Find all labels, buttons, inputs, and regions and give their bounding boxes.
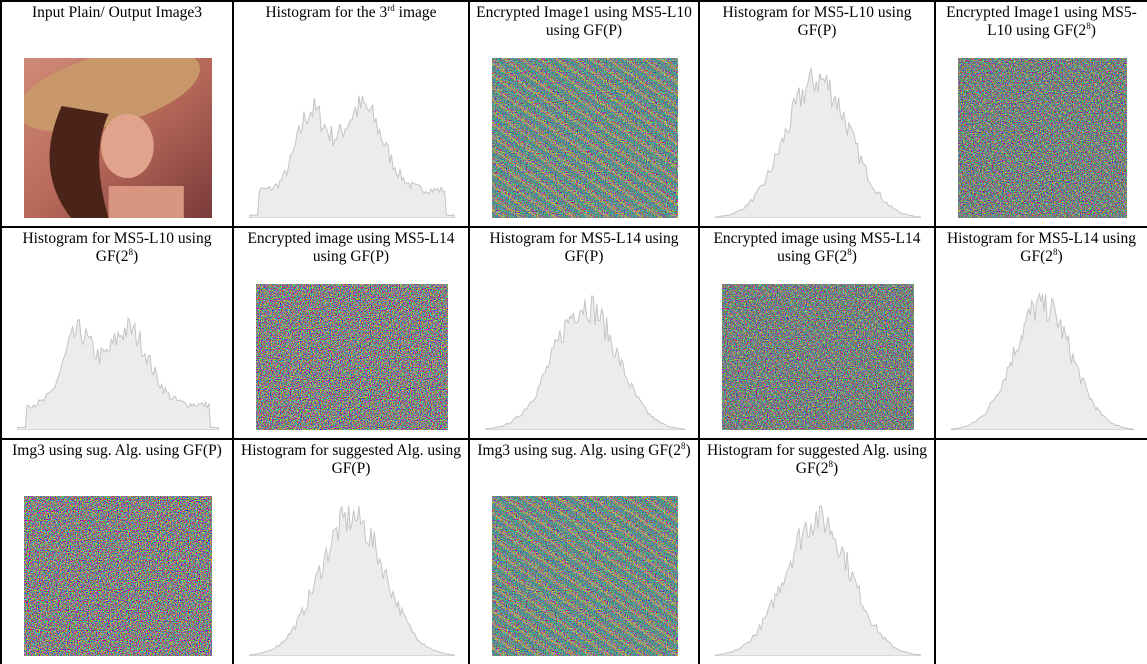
cell: Histogram for suggested Alg. using GF(28…	[698, 438, 936, 664]
texture	[958, 58, 1127, 218]
cell: Histogram for MS5-L10 using GF(P)	[698, 0, 936, 228]
image	[249, 505, 455, 656]
face	[101, 114, 154, 178]
image	[951, 292, 1134, 430]
superscript: 8	[128, 246, 134, 257]
caption: Histogram for MS5-L10 using GF(28)	[6, 230, 228, 266]
image	[24, 58, 212, 218]
cell: Encrypted Image1 using MS5-L10 using GF(…	[934, 0, 1147, 228]
caption: Input Plain/ Output Image3	[6, 4, 228, 22]
image	[958, 58, 1127, 218]
cell: Encrypted image using MS5-L14 using GF(2…	[698, 226, 936, 440]
caption-text: )	[685, 442, 691, 459]
cell: Img3 using sug. Alg. using GF(28)	[468, 438, 700, 664]
superscript: 8	[847, 246, 852, 257]
caption-text: Encrypted Image1 using MS5-L10 using GF(…	[946, 4, 1137, 39]
caption: Histogram for MS5-L14 using GF(28)	[940, 230, 1143, 266]
caption-text: )	[1090, 22, 1096, 39]
image	[249, 95, 455, 218]
caption-text: Histogram for suggested Alg. using GF(2	[707, 442, 927, 477]
caption-text: Encrypted image using MS5-L14 using GF(2	[713, 230, 921, 265]
image	[492, 496, 678, 656]
histogram-shape	[17, 317, 219, 430]
noise	[24, 496, 212, 656]
cell: Encrypted Image1 using MS5-L10 using GF(…	[468, 0, 700, 228]
noise	[256, 284, 448, 430]
caption-text: Histogram for MS5-L14 using GF(P)	[489, 230, 679, 265]
caption-text: )	[1057, 248, 1063, 265]
superscript: rd	[387, 2, 395, 13]
image	[715, 505, 921, 656]
caption-text: Histogram for the 3	[265, 4, 388, 21]
superscript: 8	[1053, 246, 1058, 257]
histogram-shape	[249, 505, 455, 656]
caption: Img3 using sug. Alg. using GF(28)	[474, 440, 694, 460]
image	[24, 496, 212, 656]
superscript: 8	[1086, 20, 1091, 31]
cell: Histogram for MS5-L14 using GF(P)	[468, 226, 700, 440]
caption: Histogram for MS5-L14 using GF(P)	[474, 230, 694, 266]
texture	[492, 58, 678, 218]
image	[17, 317, 219, 430]
superscript: 8	[828, 458, 834, 469]
superscript: 8	[681, 440, 686, 451]
caption-text: Img3 using sug. Alg. using GF(2	[477, 442, 681, 459]
cell: Encrypted image using MS5-L14 using GF(P…	[232, 226, 470, 440]
caption-text: Histogram for suggested Alg. using GF(P)	[241, 442, 461, 477]
caption-text: Encrypted Image1 using MS5-L10 using GF(…	[476, 4, 692, 39]
histogram-shape	[249, 95, 455, 218]
hair	[49, 106, 109, 218]
cell: Histogram for the 3rd image	[232, 0, 470, 228]
image	[715, 67, 921, 218]
texture	[722, 284, 914, 430]
caption: Histogram for suggested Alg. using GF(P)	[238, 442, 464, 478]
cell: Histogram for MS5-L10 using GF(28)	[0, 226, 234, 440]
caption: Histogram for the 3rd image	[238, 2, 464, 22]
caption-text: )	[851, 248, 857, 265]
caption: Encrypted Image1 using MS5-L10 using GF(…	[940, 4, 1143, 40]
caption: Img3 using sug. Alg. using GF(P)	[6, 442, 228, 460]
cell: Img3 using sug. Alg. using GF(P)	[0, 438, 234, 664]
shoulder	[108, 186, 184, 218]
caption: Encrypted image using MS5-L14 using GF(P…	[238, 230, 464, 266]
caption-text: Img3 using sug. Alg. using GF(P)	[12, 442, 222, 459]
caption-text: )	[833, 460, 839, 477]
cell: Histogram for MS5-L14 using GF(28)	[934, 226, 1147, 440]
histogram-shape	[951, 292, 1134, 430]
cell: Input Plain/ Output Image3	[0, 0, 234, 228]
caption-text: Encrypted image using MS5-L14 using GF(P…	[247, 230, 455, 265]
caption-text: Histogram for MS5-L14 using GF(2	[946, 230, 1136, 265]
cell: Histogram for suggested Alg. using GF(P)	[232, 438, 470, 664]
image	[485, 295, 685, 430]
texture	[492, 496, 678, 656]
caption-text: Histogram for MS5-L10 using GF(2	[22, 230, 212, 265]
caption-text: Histogram for MS5-L10 using GF(P)	[722, 4, 912, 39]
caption: Encrypted Image1 using MS5-L10 using GF(…	[474, 4, 694, 40]
histogram-shape	[715, 67, 921, 218]
caption: Encrypted image using MS5-L14 using GF(2…	[704, 230, 930, 266]
histogram-shape	[485, 295, 685, 430]
caption-text: )	[133, 248, 139, 265]
caption-text: image	[394, 4, 437, 21]
image	[256, 284, 448, 430]
image	[722, 284, 914, 430]
histogram-shape	[715, 505, 921, 656]
caption: Histogram for suggested Alg. using GF(28…	[704, 442, 930, 478]
image	[492, 58, 678, 218]
caption-text: Input Plain/ Output Image3	[31, 4, 203, 21]
caption: Histogram for MS5-L10 using GF(P)	[704, 4, 930, 40]
